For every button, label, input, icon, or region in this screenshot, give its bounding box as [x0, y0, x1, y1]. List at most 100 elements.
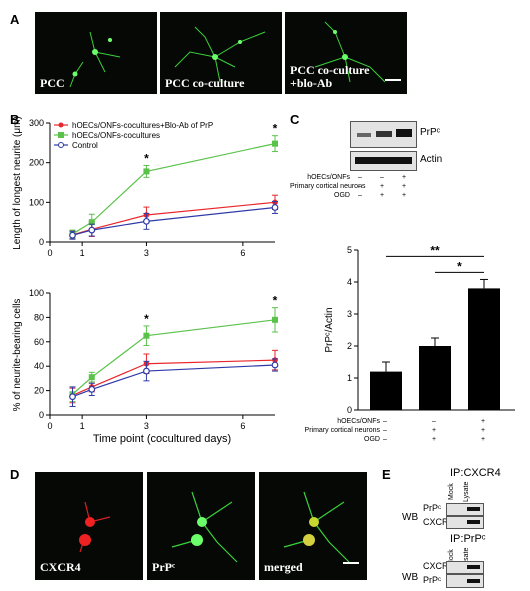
y-ticks: 0 100 200 300 [29, 118, 50, 247]
y-tick-label: 200 [29, 158, 44, 168]
significance-stars: ** [430, 243, 440, 257]
data-point [143, 217, 150, 225]
significance-star: * [273, 294, 278, 308]
y-tick-label: 4 [347, 277, 352, 287]
e1-band-label-2: CXCR4 [423, 517, 454, 527]
blot-condition-mark: – [358, 174, 362, 181]
bar [468, 288, 500, 410]
bar [370, 371, 402, 410]
series-line [72, 319, 276, 395]
blot-condition-label: hOECs/ONFs [307, 174, 350, 181]
significance: *** [386, 243, 484, 273]
scale-bar [343, 562, 359, 564]
blot-condition-mark: + [380, 192, 385, 199]
legend: hOECs/ONFs-cocultures+Blo-Ab of PrPhOECs… [54, 121, 213, 150]
condition-mark: – [383, 436, 387, 443]
band [467, 565, 480, 569]
panel-e-letter: E [382, 467, 391, 482]
band [396, 129, 412, 137]
micrograph-pcc-coculture-bloab: PCC co-culture +blo-Ab [285, 12, 407, 94]
condition-row-label: OGD [364, 436, 380, 443]
y-tick-label: 0 [39, 237, 44, 247]
caption-merged: merged [264, 560, 303, 574]
x-axis-label: Time point (cocultured days) [93, 433, 231, 445]
y-tick-label: 300 [29, 118, 44, 128]
significance-star: * [273, 122, 278, 136]
series-line [72, 364, 276, 398]
x-ticks: 0 1 3 6 [47, 242, 245, 258]
legend-label: Control [72, 141, 98, 150]
y-ticks: 0 1 2 3 4 5 [347, 245, 358, 415]
blot-e2-prpc [446, 574, 484, 588]
neuron-drawing [283, 491, 350, 563]
caption-pcc-coculture: PCC co-culture [165, 76, 245, 90]
series-line [72, 359, 276, 397]
band [376, 131, 392, 137]
data-point [88, 374, 95, 381]
x-tick-label: 3 [144, 248, 149, 258]
y-tick-label: 2 [347, 341, 352, 351]
caption-pcc: PCC [40, 76, 65, 90]
neuron-drawing [174, 26, 266, 83]
data-point [272, 316, 278, 323]
y-tick-label: 1 [347, 373, 352, 383]
y-tick-label: 100 [29, 288, 44, 298]
annotations: ** [144, 294, 278, 326]
data-point [88, 219, 95, 226]
blot-condition-mark: + [402, 192, 407, 199]
blot-condition-mark: + [402, 174, 407, 181]
condition-mark: – [432, 418, 436, 425]
bars [370, 278, 500, 410]
data-point [271, 204, 279, 211]
panel-b-letter: B [10, 112, 20, 127]
micrograph-merged: merged [259, 472, 367, 580]
annotations: ** [144, 122, 278, 166]
data-point [143, 168, 150, 175]
y-tick-label: 20 [34, 386, 44, 396]
y-ticks: 0 20 40 60 80 100 [29, 288, 50, 420]
blot-e1-prpc [446, 503, 484, 516]
y-tick-label: 60 [34, 337, 44, 347]
condition-mark: + [481, 418, 486, 425]
y-tick-label: 5 [347, 245, 352, 255]
legend-label: hOECs/ONFs-cocultures+Blo-Ab of PrP [72, 121, 213, 130]
y-tick-label: 3 [347, 309, 352, 319]
panel-b-charts: Length of longest neurite (μm) 010020030… [12, 116, 279, 445]
panel-a-letter: A [10, 12, 20, 27]
data-point [88, 385, 96, 393]
e2-band-label-1: CXCR4 [423, 561, 454, 571]
y-tick-label: 0 [39, 410, 44, 420]
chart-neurite-length: Length of longest neurite (μm) 010020030… [12, 116, 279, 258]
x-tick-label: 6 [240, 421, 245, 431]
legend-label: hOECs/ONFs-cocultures [72, 131, 160, 140]
y-tick-label: 100 [29, 197, 44, 207]
condition-row-label: hOECs/ONFs [337, 418, 380, 425]
legend-marker [58, 132, 64, 138]
condition-mark: – [383, 427, 387, 434]
x-tick-label: 0 [47, 421, 52, 431]
legend-marker [58, 122, 64, 128]
blot-label-actin: Actin [420, 154, 443, 165]
condition-mark: + [481, 436, 486, 443]
y-axis-label: Length of longest neurite (μm) [12, 116, 23, 250]
panel-d-letter: D [10, 467, 20, 482]
data-point [271, 361, 279, 369]
micrograph-prpc: PrPᶜ [147, 472, 255, 580]
y-tick-label: 80 [34, 312, 44, 322]
lane-lysate: Lysate [463, 481, 470, 502]
y-tick-label: 0 [347, 405, 352, 415]
legend-marker [58, 142, 64, 148]
caption-cxcr4: CXCR4 [40, 560, 81, 574]
data-point [69, 393, 76, 401]
series-group [69, 307, 279, 407]
blot-condition-label: Primary cortical neurons [290, 183, 366, 190]
band [467, 579, 480, 583]
blot-condition-mark: + [380, 183, 385, 190]
x-tick-label: 1 [80, 421, 85, 431]
data-point [143, 332, 150, 339]
micrograph-cxcr4: CXCR4 [35, 472, 143, 580]
blot-e1-cxcr4 [446, 516, 484, 529]
neuron-drawing [69, 31, 121, 88]
micrograph-pcc-coculture: PCC co-culture [160, 12, 282, 94]
blot-label-prpc: PrPᶜ [420, 127, 441, 138]
